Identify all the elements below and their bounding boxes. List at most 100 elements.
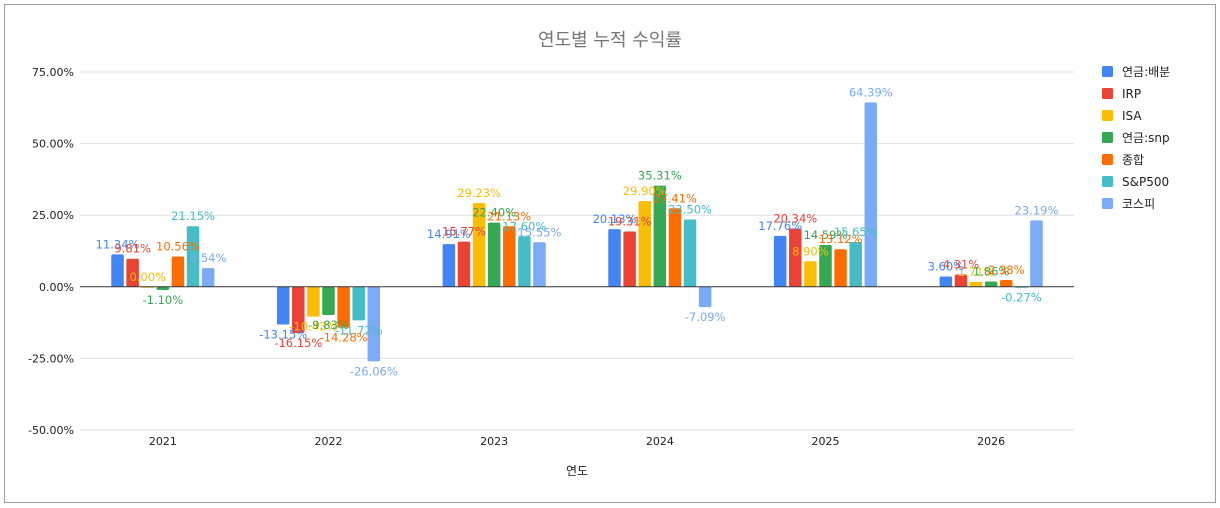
data-label: 21.15% [171, 209, 215, 223]
bar [126, 258, 139, 287]
data-label: 15.55% [518, 225, 562, 239]
legend-label: 코스피 [1122, 197, 1155, 211]
bar [337, 286, 350, 328]
x-tick-label: 2023 [480, 435, 508, 448]
data-label: 2.38% [988, 263, 1025, 277]
bar [683, 219, 697, 287]
bar [307, 286, 320, 317]
legend-label: ISA [1122, 109, 1142, 123]
y-tick-label: 50.00% [32, 138, 74, 151]
x-tick-label: 2021 [149, 435, 177, 448]
data-label: -9.83% [308, 318, 349, 332]
data-label: 11.34% [96, 237, 140, 251]
data-label: 15.65% [834, 225, 878, 239]
bar [834, 249, 847, 287]
bar [111, 254, 124, 287]
x-tick-labels: 2021 2022 2023 2024 2025 2026 [149, 435, 1005, 448]
data-label: 0.00% [129, 270, 166, 284]
bar [367, 286, 381, 362]
bar [457, 241, 471, 287]
bar [292, 286, 305, 334]
data-label: 29.90% [623, 184, 667, 198]
legend-label: 연금:snp [1122, 131, 1170, 145]
data-label: 17.60% [502, 219, 546, 233]
bar [623, 231, 636, 287]
legend-label: 종합 [1122, 153, 1144, 167]
legend-swatch [1102, 132, 1113, 143]
bar [969, 281, 983, 287]
y-tick-label: -50.00% [28, 424, 74, 437]
bar [503, 226, 516, 287]
bar [939, 276, 953, 287]
bar [352, 286, 365, 321]
bar [472, 203, 486, 287]
data-label: -1.10% [142, 293, 183, 307]
data-label: 15.77% [442, 225, 486, 239]
bar [984, 281, 998, 287]
data-label: 14.91% [427, 227, 471, 241]
chart-title: 연도별 누적 수익률 [538, 30, 682, 51]
legend-swatch [1102, 154, 1113, 165]
bar [819, 245, 832, 287]
legend-label: 연금:배분 [1122, 65, 1170, 79]
bar [487, 222, 501, 287]
x-tick-label: 2022 [315, 435, 343, 448]
data-label: 22.40% [472, 206, 516, 220]
bar [186, 226, 200, 287]
data-label: 4.31% [943, 257, 980, 271]
bar [653, 185, 667, 287]
data-label: 20.13% [593, 212, 637, 226]
bar [698, 286, 712, 308]
data-label: 17.76% [758, 219, 802, 233]
data-label: -13.15% [259, 327, 307, 341]
bar [442, 244, 456, 287]
bar [773, 235, 787, 287]
data-label: 23.50% [668, 202, 712, 216]
data-label: 9.81% [114, 242, 151, 256]
data-label: -10.43% [289, 320, 337, 334]
data-label: -7.09% [685, 310, 726, 324]
bar [156, 286, 170, 290]
legend: 연금:배분 IRP ISA 연금:snp 종합 S&P500 코스피 [1102, 65, 1170, 211]
bar [608, 229, 621, 287]
data-label: 1.71% [958, 265, 995, 279]
data-label: 27.41% [653, 191, 697, 205]
bar [518, 236, 531, 287]
data-label: 23.19% [1015, 203, 1059, 217]
data-label: 20.34% [773, 212, 817, 226]
x-tick-label: 2026 [977, 435, 1005, 448]
x-tick-label: 2024 [646, 435, 674, 448]
data-label: -26.06% [350, 364, 398, 378]
data-label: 14.59% [804, 228, 848, 242]
y-tick-label: 0.00% [39, 281, 74, 294]
gridlines [80, 71, 1074, 431]
legend-swatch [1102, 110, 1113, 121]
bar [322, 286, 335, 315]
y-tick-labels: 75.00% 50.00% 25.00% 0.00% -25.00% -50.00% [28, 66, 74, 437]
data-label: 6.54% [190, 251, 227, 265]
data-label: 1.86% [973, 264, 1010, 278]
bar [954, 274, 968, 287]
legend-swatch [1102, 198, 1113, 209]
data-label: 3.60% [928, 259, 965, 273]
data-label: -16.15% [274, 336, 322, 350]
data-label: 21.13% [487, 209, 531, 223]
bar [864, 102, 878, 287]
bar [171, 256, 185, 287]
data-label: 29.23% [457, 186, 501, 200]
data-label: 35.31% [638, 169, 682, 183]
bar [1030, 220, 1043, 287]
data-label: 64.39% [849, 85, 893, 99]
bar [789, 228, 802, 287]
bar [804, 261, 817, 287]
bar [849, 241, 862, 287]
legend-swatch [1102, 176, 1113, 187]
data-label: -11.72% [335, 323, 383, 337]
y-tick-label: 25.00% [32, 209, 74, 222]
bar [1000, 279, 1013, 287]
data-label: -0.27% [1001, 291, 1042, 305]
legend-label: IRP [1122, 87, 1141, 101]
bar [201, 268, 215, 287]
x-tick-label: 2025 [812, 435, 840, 448]
